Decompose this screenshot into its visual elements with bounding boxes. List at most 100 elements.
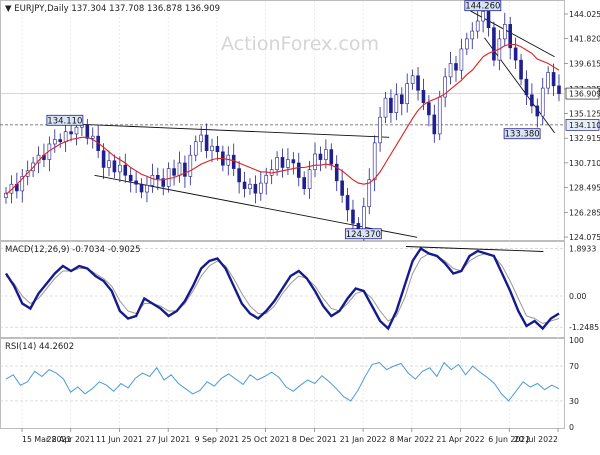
candle-body	[367, 179, 372, 207]
candle-body	[231, 154, 236, 169]
candle-body	[372, 142, 377, 181]
macd-trendline	[405, 246, 544, 252]
candle-body	[405, 83, 409, 105]
y-tick-label: 130.710	[569, 159, 600, 168]
candle-body	[334, 163, 339, 182]
candle-body	[188, 154, 193, 177]
candle-body	[74, 126, 79, 135]
candle-body	[313, 153, 317, 170]
price-label-text: 133.380	[505, 130, 540, 140]
rsi-panel	[0, 338, 565, 429]
candle-body	[52, 139, 57, 145]
macd-reference-lines	[0, 246, 565, 328]
candle-body	[389, 97, 393, 113]
y-tick-label: 144.025	[569, 10, 600, 19]
macd-signal-line	[5, 252, 560, 325]
candle-body	[90, 135, 95, 139]
candle-body	[259, 182, 263, 194]
candle-body	[437, 96, 442, 135]
y-tick-label: 132.915	[569, 134, 600, 143]
candle-body	[248, 183, 252, 189]
candle-body	[177, 162, 182, 176]
candle-body	[101, 150, 106, 168]
y-tick-label: 128.495	[569, 184, 600, 193]
candle-body	[465, 38, 469, 50]
candle-body	[486, 11, 491, 29]
candle-body	[459, 48, 464, 71]
candle-body	[107, 160, 111, 168]
candle-body	[443, 76, 447, 98]
candle-body	[264, 174, 269, 184]
candle-body	[448, 63, 453, 78]
arrow-down-icon: ▼	[5, 4, 14, 14]
macd-line	[4, 246, 560, 331]
candle-body	[85, 124, 90, 139]
y-axis-labels: 144.025141.820139.615137.325136.909135.1…	[564, 10, 600, 432]
candle-body	[475, 20, 480, 32]
x-tick-label: 20 Jul 2022	[514, 435, 558, 444]
candle-body	[280, 157, 285, 168]
x-tick-label: 6 Jun 2022	[488, 435, 530, 444]
price-label-box	[46, 114, 84, 126]
candle-body	[215, 145, 220, 153]
candle-body	[394, 94, 399, 113]
candle-body	[123, 164, 128, 176]
candle-body	[128, 174, 133, 182]
x-tick-label: 21 Apr 2022	[436, 435, 484, 444]
x-tick-label: 9 Sep 2021	[195, 435, 239, 444]
candle-body	[112, 160, 117, 173]
candle-body	[275, 157, 279, 170]
x-tick-label: 8 Dec 2021	[292, 435, 337, 444]
y-axis-price-box	[565, 87, 600, 100]
x-tick-label: 28 Apr 2021	[47, 435, 95, 444]
price-label-text: 144.260	[465, 2, 500, 12]
candle-body	[481, 11, 485, 22]
candle-body	[383, 97, 388, 118]
candle-body	[470, 30, 475, 40]
price-label-text: 134.110	[47, 116, 82, 126]
candle-body	[63, 131, 68, 143]
candle-body	[193, 141, 198, 156]
candle-body	[166, 168, 171, 187]
candle-body	[535, 105, 540, 117]
candle-body	[210, 145, 214, 151]
candle-body	[340, 180, 344, 196]
candle-body	[286, 159, 290, 168]
watermark: ActionForex.com	[221, 33, 379, 55]
rsi-tick-label: 70	[569, 362, 579, 371]
candle-body	[156, 174, 160, 179]
candle-body	[508, 24, 513, 49]
candle-body	[329, 149, 334, 165]
candle-body	[291, 159, 296, 164]
macd-tick-label: 1.8933	[569, 245, 596, 254]
candle-body	[183, 162, 187, 177]
macd-tick-label: 0.00	[569, 292, 586, 301]
candle-body	[253, 183, 258, 194]
y-tick-label: 141.820	[569, 35, 600, 44]
x-tick-label: 15 Mar 2021	[22, 435, 71, 444]
candle-body	[242, 181, 247, 189]
candle-body	[524, 78, 529, 96]
candle-body	[302, 177, 306, 189]
candle-body	[69, 131, 73, 135]
candle-body	[307, 169, 312, 189]
candle-body	[351, 209, 355, 224]
candle-body	[150, 174, 155, 186]
candle-body	[20, 176, 25, 192]
candle-body	[421, 90, 426, 103]
candle-body	[399, 94, 404, 105]
trendline	[83, 123, 390, 138]
candle-body	[557, 85, 561, 94]
candle-body	[139, 183, 144, 193]
price-label-box	[464, 0, 502, 12]
candle-body	[540, 87, 545, 117]
x-tick-label: 21 Jan 2022	[340, 435, 387, 444]
candle-body	[345, 195, 350, 211]
candle-body	[172, 168, 176, 176]
y-tick-label: 134.110	[569, 121, 600, 130]
candle-body	[161, 178, 166, 187]
y-tick-label: 136.909	[569, 90, 600, 99]
